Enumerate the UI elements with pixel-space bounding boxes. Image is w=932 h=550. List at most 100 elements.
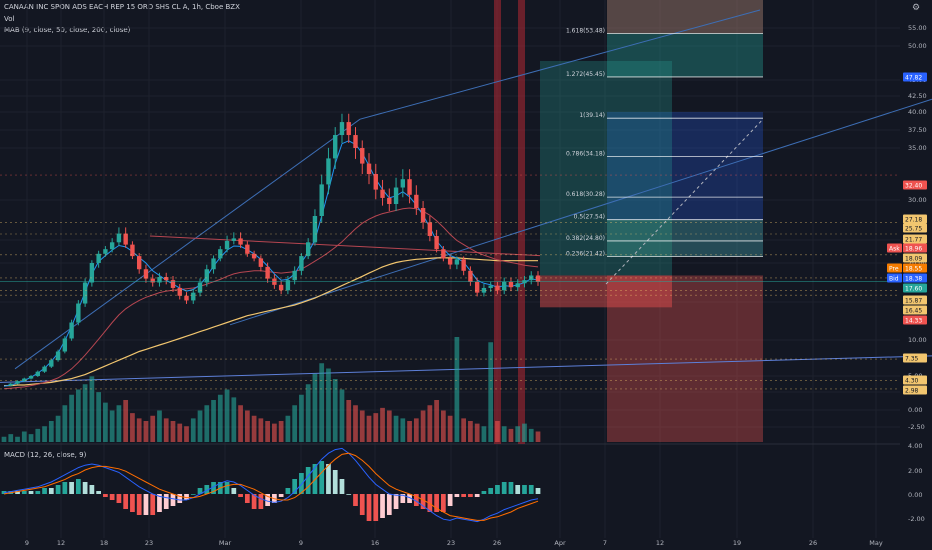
candle-body (69, 322, 74, 339)
candle-body (15, 381, 20, 384)
candle-body (150, 278, 155, 283)
profit-zone (607, 112, 763, 257)
macd-histogram-bar (224, 482, 230, 494)
candle-body (28, 376, 34, 379)
fib-level-label: 1.618(53.48) (566, 27, 605, 34)
candle-body (109, 242, 115, 250)
trend-lines (0, 9, 932, 383)
volume-bar (42, 426, 47, 442)
price-label-badge (887, 273, 902, 283)
macd-histogram-bar (21, 491, 27, 494)
macd-histogram-bar (481, 491, 487, 494)
candle-body (299, 256, 304, 271)
macd-histogram-bar (278, 494, 284, 497)
candle-body (103, 249, 108, 254)
candle-body (55, 351, 61, 361)
price-label-badge (903, 243, 927, 253)
long-stop-zone (540, 275, 672, 308)
volume-bar (413, 418, 419, 442)
gear-icon[interactable]: ⚙ (912, 3, 921, 13)
macd-histogram-bar (515, 485, 521, 494)
volume-bar (238, 405, 243, 442)
candle-body (123, 233, 128, 245)
macd-histogram-bar (441, 494, 446, 512)
price-label-badge (903, 223, 927, 233)
volume-bar (116, 405, 122, 442)
volume-bar (535, 431, 541, 442)
candle-body (164, 277, 169, 281)
fib-zone (607, 33, 763, 77)
volume-bar (231, 397, 237, 442)
volume-bar (299, 394, 304, 442)
y-tick-label: 50.00 (908, 42, 927, 50)
long-target-zone (540, 60, 672, 276)
x-tick-label: 26 (493, 539, 501, 547)
macd-histogram-bar (55, 485, 61, 494)
candle-body (49, 360, 54, 367)
x-tick-label: 23 (447, 539, 455, 547)
x-tick-label: Mar (219, 539, 232, 547)
candle-body (400, 179, 406, 188)
price-label-badge (887, 263, 902, 273)
volume-bar (75, 389, 81, 442)
x-tick-label: 18 (100, 539, 108, 547)
volume-bar (447, 415, 453, 442)
volume-bar (21, 431, 27, 442)
volume-bar (15, 436, 20, 442)
macd-histogram-bar (62, 482, 68, 494)
fib-zones (540, 0, 763, 442)
volume-bar (8, 434, 14, 442)
macd-histogram-bar (461, 494, 467, 497)
macd-panel (1, 447, 541, 523)
volume-bar (305, 384, 311, 442)
candle-body (197, 282, 203, 293)
price-label-text: 4.30 (905, 378, 919, 385)
price-label-badge (903, 283, 927, 293)
volume-bar (461, 418, 467, 442)
volume-bar (386, 410, 392, 442)
volume-bar (96, 392, 101, 442)
y-tick-label: 55.00 (908, 24, 927, 32)
candle-body (495, 285, 500, 291)
volume-bar (272, 423, 277, 442)
volume-bar (332, 379, 338, 442)
price-label-badge (903, 385, 927, 395)
macd-histogram-bar (265, 494, 270, 506)
price-label-badge (903, 253, 927, 263)
volume-bar (123, 400, 129, 442)
x-tick-label: Apr (554, 539, 566, 547)
volume-bar (380, 407, 385, 442)
macd-histogram-bar (427, 494, 433, 512)
y-tick-label: 0.00 (908, 406, 922, 414)
volume-bar (1, 436, 7, 442)
candle-body (35, 371, 40, 376)
macd-histogram-bar (299, 473, 304, 494)
candle-body (414, 194, 419, 208)
macd-histogram-bar (197, 488, 203, 494)
macd-histogram-bar (535, 488, 541, 494)
candle-body (333, 135, 338, 159)
macd-histogram-bar (285, 488, 291, 494)
volume-bar (55, 415, 61, 442)
volume-bar (420, 410, 426, 442)
macd-histogram-bar (28, 491, 34, 494)
macd-histogram-bar (15, 491, 20, 494)
macd-histogram-bar (400, 494, 406, 503)
macd-histogram-bar (468, 494, 473, 497)
candle-body (82, 282, 88, 304)
volume-bar (319, 363, 325, 442)
candle-body (231, 238, 237, 241)
x-tick-label: 12 (656, 539, 664, 547)
volume-bar (224, 389, 230, 442)
volume-bar (204, 405, 210, 442)
price-label-text: 15.87 (905, 298, 922, 305)
macd-histogram-bar (184, 494, 189, 500)
candles (8, 113, 541, 387)
candle-body (305, 242, 311, 257)
x-tick-label: 19 (733, 539, 741, 547)
y-tick-label: 40.00 (908, 108, 927, 116)
macd-histogram-bar (143, 494, 149, 515)
candle-body (8, 383, 13, 386)
price-label-text: 18.96 (905, 246, 922, 253)
